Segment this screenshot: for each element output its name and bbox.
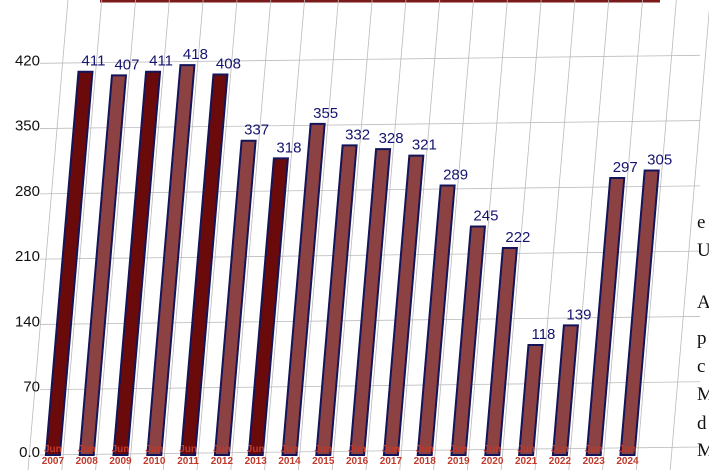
x-tick-label: Jun 2023 [582,444,605,467]
x-tick-label: Jun 2017 [379,444,403,467]
bar [315,144,358,456]
x-tick-label: Jun 2016 [345,444,369,467]
value-label: 245 [473,207,498,224]
y-tick-label: 140 [15,313,40,330]
x-tick-label: Jun 2015 [312,444,335,467]
skew-line [27,0,69,471]
bar [213,139,257,456]
bar [281,122,326,456]
skew-line [500,0,542,471]
bar [44,70,94,456]
y-tick-label: 420 [15,52,40,69]
value-label: 289 [443,166,468,183]
y-tick-label: 280 [15,183,40,200]
x-tick-label: Jun 2014 [278,444,301,467]
x-tick-label: Jun 2009 [109,444,132,467]
bar [146,64,196,456]
skew-line [433,0,474,471]
value-label: 408 [216,55,241,72]
background-text: e [697,212,706,233]
bar [619,169,660,456]
background-text: d [697,413,707,434]
skew-line [61,0,103,471]
y-tick-label: 0.0 [19,444,40,461]
skew-line [196,0,238,471]
skew-line [264,0,305,471]
skew-line [331,0,373,471]
value-label: 305 [647,152,672,169]
y-tick-label: 70 [23,379,40,396]
x-tick-label: Jun 2020 [481,444,504,467]
background-text: p [697,328,707,349]
bar [484,246,518,456]
background-text: U [697,240,709,261]
background-text: A [697,292,709,313]
bar [585,177,626,456]
bar [180,73,229,456]
value-label: 139 [566,306,591,323]
skew-line [669,8,709,471]
value-label: 411 [82,53,106,70]
x-tick-label: Jun 2024 [616,444,639,467]
bar [349,148,392,456]
bar [382,154,425,456]
bar [416,184,456,456]
skew-line [534,0,576,471]
skew-line [636,0,677,471]
x-tick-label: Jun 2010 [143,444,166,467]
bar [551,324,580,456]
value-label: 118 [531,326,555,343]
grid-line [39,54,701,64]
bar [518,343,544,456]
x-tick-label: Jun 2012 [210,444,234,467]
skew-line [95,0,136,471]
background-text: M [697,384,709,405]
value-label: 318 [276,139,301,156]
bar [112,70,162,456]
x-tick-label: Jun 2018 [413,444,436,467]
x-tick-label: Jun 2013 [244,444,267,467]
y-tick-label: 350 [15,118,40,135]
bar [78,74,128,456]
skew-line [230,0,272,471]
skew-line [129,0,170,471]
skew-line [365,0,407,471]
value-label: 411 [149,53,173,70]
x-tick-label: Jun 2019 [447,444,470,467]
x-tick-label: Jun 2021 [514,444,538,467]
skew-line [399,0,441,471]
x-tick-label: Jun 2011 [177,444,199,467]
value-label: 321 [412,137,437,154]
value-label: 332 [345,126,370,143]
skew-line [602,0,643,471]
y-tick-label: 210 [15,248,40,265]
value-label: 328 [379,130,404,147]
value-label: 418 [183,46,208,63]
value-label: 297 [613,159,638,176]
skew-line [467,0,508,471]
x-tick-label: Jun 2007 [41,444,65,467]
background-text: M [697,440,709,461]
value-label: 337 [244,122,269,139]
bar [247,157,289,456]
skew-line [298,0,339,471]
value-label: 355 [313,105,338,122]
value-label: 222 [505,229,530,246]
skew-line [568,0,610,471]
bar [450,225,487,456]
x-tick-label: Jun 2008 [75,444,98,467]
x-tick-label: Jun 2022 [548,444,572,467]
value-label: 407 [114,56,139,73]
skew-line [162,0,204,471]
background-text: c [697,356,706,377]
